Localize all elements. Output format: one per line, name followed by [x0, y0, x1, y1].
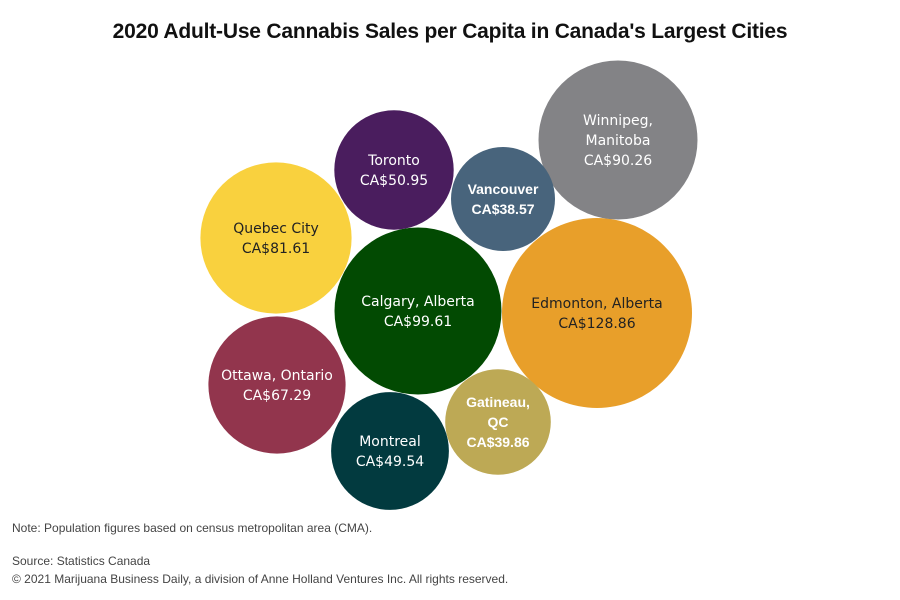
bubble-vancouver: Vancouver CA$38.57: [451, 147, 555, 251]
bubble-value-edmonton-alberta: CA$128.86: [558, 316, 635, 332]
bubble-toronto: Toronto CA$50.95: [334, 110, 454, 230]
bubble-city-label-gatineau-qc: QC: [488, 414, 509, 430]
bubble-circle-edmonton-alberta: [502, 218, 692, 408]
bubble-quebec-city: Quebec City CA$81.61: [200, 162, 352, 314]
bubble-value-toronto: CA$50.95: [360, 173, 428, 189]
bubble-city-label-quebec-city: Quebec City: [233, 221, 319, 237]
bubble-city-label-edmonton-alberta: Edmonton, Alberta: [531, 296, 662, 312]
bubble-ottawa-ontario: Ottawa, Ontario CA$67.29: [208, 316, 346, 454]
bubble-circle-calgary-alberta: [334, 227, 502, 395]
bubble-value-winnipeg-manitoba: CA$90.26: [584, 153, 652, 169]
chart-note: Note: Population figures based on census…: [12, 521, 373, 535]
bubble-city-label-winnipeg-manitoba: Winnipeg,: [583, 113, 653, 129]
bubble-winnipeg-manitoba: Winnipeg, Manitoba CA$90.26: [538, 60, 698, 220]
chart-copyright: © 2021 Marijuana Business Daily, a divis…: [12, 572, 509, 586]
bubble-value-vancouver: CA$38.57: [471, 201, 534, 217]
bubble-value-gatineau-qc: CA$39.86: [466, 434, 529, 450]
bubble-value-ottawa-ontario: CA$67.29: [243, 388, 311, 404]
bubble-gatineau-qc: Gatineau, QC CA$39.86: [445, 369, 551, 475]
bubble-city-label-calgary-alberta: Calgary, Alberta: [361, 294, 474, 310]
bubble-value-montreal: CA$49.54: [356, 454, 424, 470]
chart-source: Source: Statistics Canada: [12, 554, 151, 568]
bubble-value-calgary-alberta: CA$99.61: [384, 314, 452, 330]
bubble-montreal: Montreal CA$49.54: [331, 392, 449, 510]
bubble-value-quebec-city: CA$81.61: [242, 241, 310, 257]
bubble-city-label-vancouver: Vancouver: [468, 181, 539, 197]
bubble-circle-winnipeg-manitoba: [538, 60, 698, 220]
bubble-circle-toronto: [334, 110, 454, 230]
bubble-city-label-gatineau-qc: Gatineau,: [466, 394, 530, 410]
bubble-circle-gatineau-qc: [445, 369, 551, 475]
bubble-city-label-montreal: Montreal: [359, 434, 421, 450]
bubble-city-label-winnipeg-manitoba: Manitoba: [586, 133, 651, 149]
bubble-city-label-ottawa-ontario: Ottawa, Ontario: [221, 368, 333, 384]
bubble-circle-ottawa-ontario: [208, 316, 346, 454]
bubble-city-label-toronto: Toronto: [367, 153, 420, 169]
bubble-circle-quebec-city: [200, 162, 352, 314]
bubble-circle-vancouver: [451, 147, 555, 251]
chart-title: 2020 Adult-Use Cannabis Sales per Capita…: [112, 20, 788, 43]
bubble-circle-montreal: [331, 392, 449, 510]
bubble-calgary-alberta: Calgary, Alberta CA$99.61: [334, 227, 502, 395]
bubble-edmonton-alberta: Edmonton, Alberta CA$128.86: [502, 218, 692, 408]
